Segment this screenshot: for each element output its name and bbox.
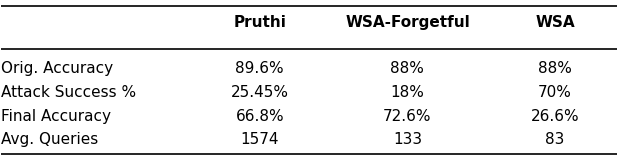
Text: 18%: 18% [391, 85, 425, 100]
Text: 133: 133 [393, 132, 422, 147]
Text: WSA: WSA [535, 15, 575, 30]
Text: 88%: 88% [391, 61, 425, 76]
Text: 83: 83 [546, 132, 565, 147]
Text: Attack Success %: Attack Success % [1, 85, 137, 100]
Text: WSA-Forgetful: WSA-Forgetful [345, 15, 470, 30]
Text: Orig. Accuracy: Orig. Accuracy [1, 61, 114, 76]
Text: 89.6%: 89.6% [235, 61, 284, 76]
Text: Final Accuracy: Final Accuracy [1, 109, 111, 124]
Text: 25.45%: 25.45% [231, 85, 289, 100]
Text: Pruthi: Pruthi [234, 15, 286, 30]
Text: 88%: 88% [538, 61, 572, 76]
Text: 26.6%: 26.6% [531, 109, 580, 124]
Text: 1574: 1574 [240, 132, 279, 147]
Text: 72.6%: 72.6% [383, 109, 432, 124]
Text: 66.8%: 66.8% [235, 109, 284, 124]
Text: Avg. Queries: Avg. Queries [1, 132, 99, 147]
Text: 70%: 70% [538, 85, 572, 100]
